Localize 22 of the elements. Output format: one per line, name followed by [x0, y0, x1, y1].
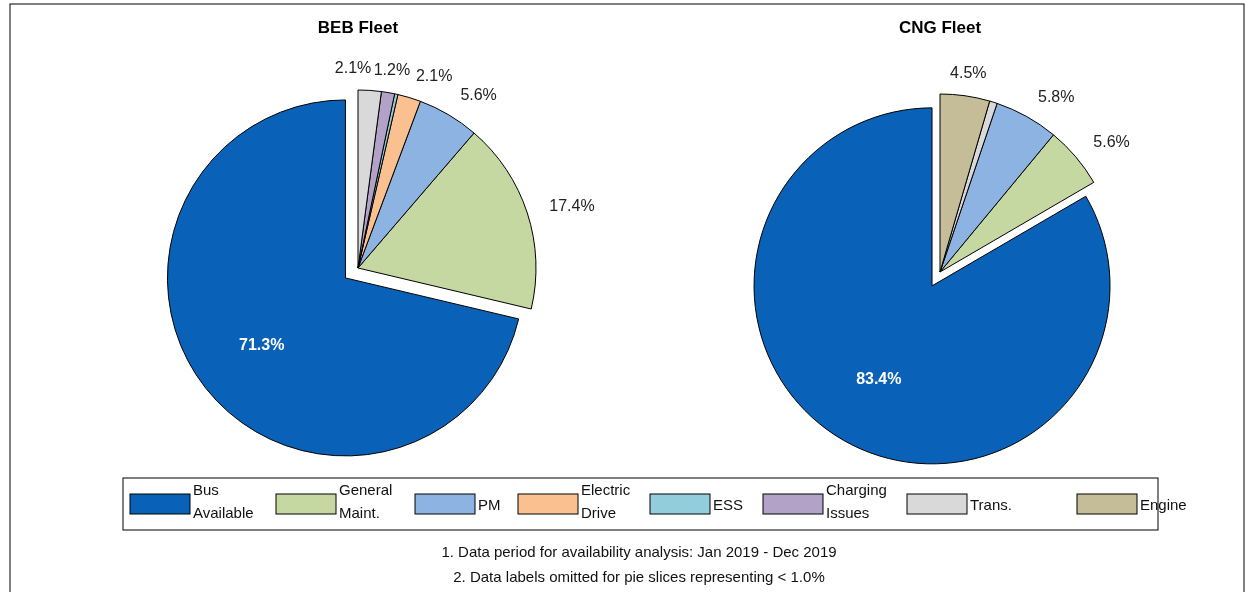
legend-label: Trans. — [970, 496, 1012, 513]
data-label: 2.1% — [415, 66, 453, 84]
data-label: 5.6% — [1093, 133, 1130, 151]
legend-label: ESS — [713, 496, 744, 513]
text: 2. Data labels omitted for pie slices representing < 1.0% — [453, 568, 825, 585]
data-label: 4.5% — [950, 64, 987, 82]
text: 1. Data period for availability analysis: Jan 2019 - Dec 2019 — [441, 543, 837, 560]
legend-label: PM — [478, 496, 501, 513]
data-label: 83.4% — [856, 370, 902, 388]
chart-title: CNG Fleet — [898, 18, 982, 37]
data-label: 1.2% — [373, 61, 411, 79]
data-label: 5.8% — [1038, 87, 1075, 105]
data-label: 5.6% — [460, 86, 497, 104]
legend-label: General Maint. — [339, 481, 393, 521]
legend-label: Engine — [1140, 496, 1187, 513]
legend-label: Bus Available — [193, 481, 254, 521]
data-label: 2.1% — [334, 58, 372, 76]
legend-label: Electric Drive — [581, 481, 631, 521]
data-label: 17.4% — [549, 197, 595, 215]
chart-title: BEB Fleet — [317, 18, 399, 37]
legend-label: Charging Issues — [826, 481, 887, 521]
data-label: 71.3% — [239, 335, 285, 353]
